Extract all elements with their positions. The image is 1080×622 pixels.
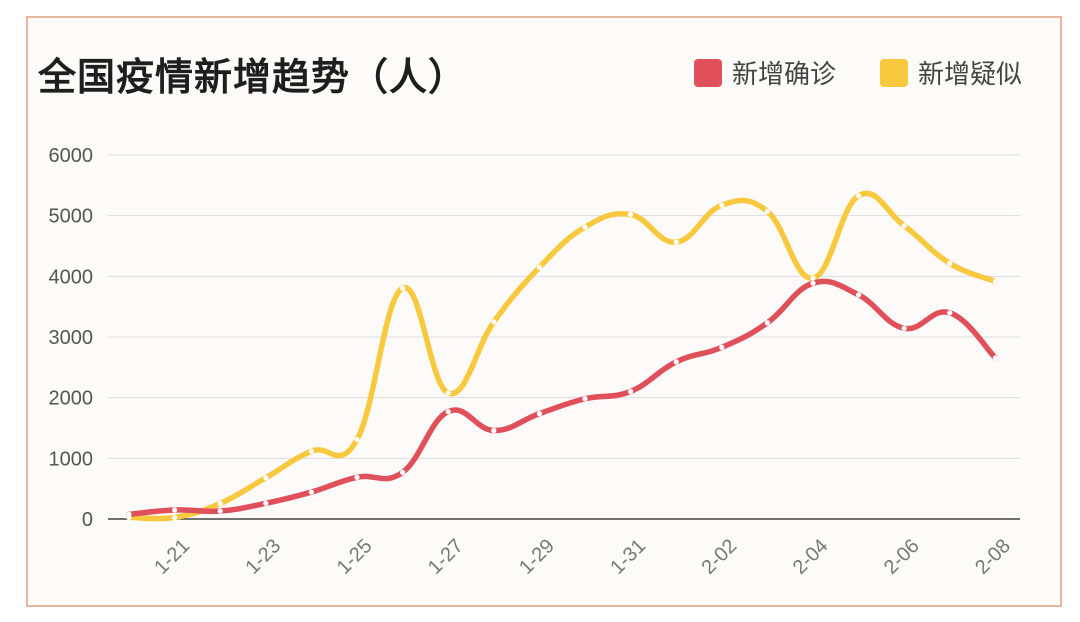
point-confirmed[interactable] xyxy=(582,396,588,402)
x-tick-label: 1-23 xyxy=(241,535,285,579)
x-tick-label: 2-02 xyxy=(697,535,741,579)
point-suspected[interactable] xyxy=(719,202,725,208)
legend-label-confirmed: 新增确诊 xyxy=(732,60,837,90)
legend-swatch-suspected xyxy=(880,58,908,87)
point-confirmed[interactable] xyxy=(947,310,953,316)
point-confirmed[interactable] xyxy=(764,320,771,326)
point-confirmed[interactable] xyxy=(673,359,679,365)
point-suspected[interactable] xyxy=(308,448,314,454)
y-tick-label: 1000 xyxy=(49,448,94,470)
y-tick-label: 6000 xyxy=(49,145,94,167)
point-suspected[interactable] xyxy=(445,390,451,396)
point-confirmed[interactable] xyxy=(126,511,132,517)
point-suspected[interactable] xyxy=(673,239,679,245)
x-tick-label: 2-08 xyxy=(971,535,1015,579)
point-suspected[interactable] xyxy=(582,224,588,230)
y-tick-label: 0 xyxy=(82,509,93,531)
point-suspected[interactable] xyxy=(536,264,543,270)
point-confirmed[interactable] xyxy=(628,388,634,395)
point-suspected[interactable] xyxy=(491,319,497,325)
series-line-suspected xyxy=(126,190,999,522)
point-suspected[interactable] xyxy=(628,211,634,218)
point-suspected[interactable] xyxy=(172,514,178,521)
point-confirmed[interactable] xyxy=(217,508,223,514)
x-tick-label: 1-29 xyxy=(515,535,559,579)
legend-swatch-confirmed xyxy=(694,58,722,87)
point-confirmed[interactable] xyxy=(719,344,725,350)
point-confirmed[interactable] xyxy=(810,280,816,286)
point-suspected[interactable] xyxy=(992,278,999,285)
point-suspected[interactable] xyxy=(354,436,360,443)
chart-title: 全国疫情新增趋势（人） xyxy=(38,55,468,99)
point-suspected[interactable] xyxy=(263,475,269,481)
point-confirmed[interactable] xyxy=(354,474,360,480)
x-tick-label: 2-06 xyxy=(880,535,924,579)
y-tick-label: 5000 xyxy=(49,206,94,228)
point-confirmed[interactable] xyxy=(400,469,406,475)
point-suspected[interactable] xyxy=(856,193,862,199)
y-tick-label: 4000 xyxy=(49,266,94,288)
legend-label-suspected: 新增疑似 xyxy=(918,60,1023,90)
point-suspected[interactable] xyxy=(400,285,406,291)
point-suspected[interactable] xyxy=(901,223,907,229)
point-confirmed[interactable] xyxy=(263,500,269,506)
point-confirmed[interactable] xyxy=(308,489,314,495)
point-confirmed[interactable] xyxy=(172,507,178,513)
x-tick-label: 1-31 xyxy=(606,535,650,579)
point-confirmed[interactable] xyxy=(536,411,543,417)
point-confirmed[interactable] xyxy=(445,408,451,415)
x-tick-label: 1-21 xyxy=(150,535,194,579)
point-suspected[interactable] xyxy=(947,260,953,266)
point-confirmed[interactable] xyxy=(856,292,862,298)
point-suspected[interactable] xyxy=(764,208,771,214)
x-tick-label: 2-04 xyxy=(789,535,833,579)
point-confirmed[interactable] xyxy=(901,325,907,331)
y-tick-label: 3000 xyxy=(49,327,94,349)
y-tick-label: 2000 xyxy=(49,388,94,410)
legend-item-confirmed[interactable]: 新增确诊 xyxy=(694,54,836,91)
legend-item-suspected[interactable]: 新增疑似 xyxy=(880,54,1022,91)
point-confirmed[interactable] xyxy=(992,355,999,361)
x-tick-label: 1-27 xyxy=(424,535,468,579)
x-tick-label: 1-25 xyxy=(333,535,377,579)
point-suspected[interactable] xyxy=(810,275,816,281)
point-confirmed[interactable] xyxy=(491,427,497,434)
point-suspected[interactable] xyxy=(217,500,223,507)
